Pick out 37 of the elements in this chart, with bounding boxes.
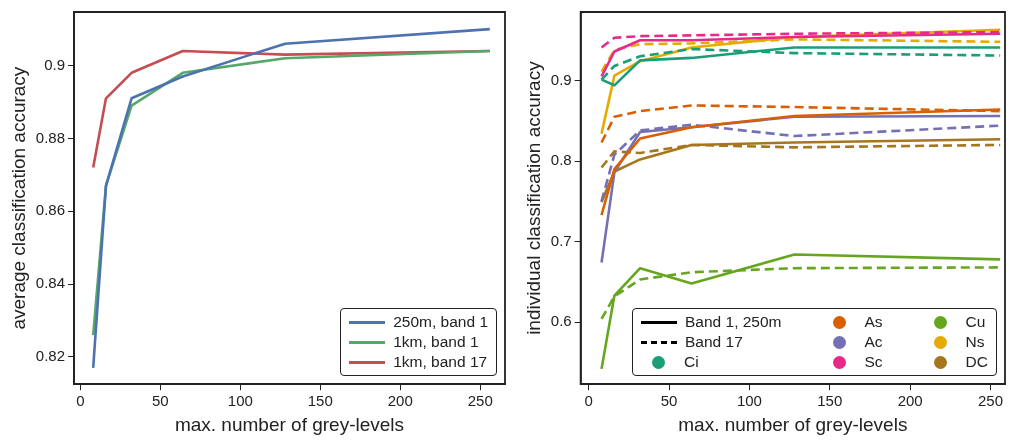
x-axis-title: max. number of grey-levels (174, 413, 405, 435)
x-tick-label: 200 (387, 392, 413, 410)
x-tick-label: 100 (227, 392, 253, 410)
x-tick-label: 50 (660, 392, 678, 410)
y-tick-label: 0.9 (44, 55, 65, 73)
x-tick-label: 200 (897, 392, 923, 410)
legend-label: Ci (684, 353, 699, 372)
legend-label: 1km, band 17 (393, 353, 488, 372)
y-tick-label: 0.86 (35, 201, 65, 219)
y-tick-label: 0.8 (550, 151, 572, 169)
x-tick-label: 0 (76, 392, 85, 410)
y-tick-label: 0.84 (35, 274, 65, 292)
legend-label: Cu (965, 313, 986, 332)
x-tick-label: 250 (467, 392, 493, 410)
x-tick-label: 50 (152, 392, 169, 410)
legend-label: DC (965, 353, 988, 372)
y-tick-label: 0.9 (550, 70, 572, 88)
legend-label: 1km, band 1 (393, 333, 479, 352)
x-tick-label: 100 (736, 392, 762, 410)
x-tick-label: 250 (978, 392, 1004, 410)
annotation: Band 17 (685, 333, 743, 352)
y-axis-title: average classification accuracy (7, 66, 29, 330)
y-tick-label: 0.88 (35, 128, 65, 146)
x-tick-label: 0 (584, 392, 593, 410)
y-axis-title: individual classification accuracy (522, 60, 544, 335)
x-tick-label: 150 (307, 392, 333, 410)
annotation: Band 1, 250m (685, 313, 782, 332)
y-tick-label: 0.82 (35, 347, 65, 365)
y-tick-label: 0.6 (550, 312, 572, 330)
x-tick-label: 150 (817, 392, 843, 410)
legend-label: As (864, 313, 883, 332)
y-tick-label: 0.7 (550, 231, 572, 249)
legend-label: Sc (864, 353, 883, 372)
legend-label: 250m, band 1 (393, 313, 488, 332)
legend-label: Ac (864, 333, 883, 352)
legend-label: Ns (965, 333, 985, 352)
x-axis-title: max. number of grey-levels (678, 413, 908, 435)
